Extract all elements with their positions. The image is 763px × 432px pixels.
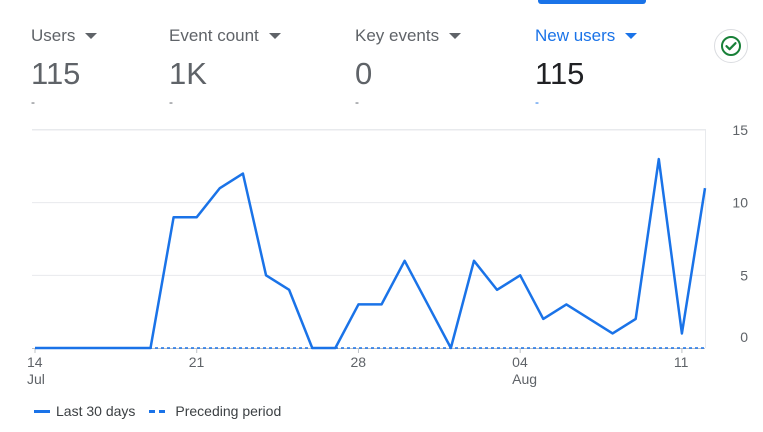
x-tick-sublabel: Aug (512, 371, 537, 387)
x-tick-label: 21 (189, 354, 205, 370)
metric-label: Key events (355, 26, 440, 45)
metric-value: 1K (169, 56, 207, 91)
y-tick-label: 15 (732, 122, 748, 138)
legend-label-current: Last 30 days (56, 403, 136, 419)
metric-delta: - (355, 95, 359, 109)
metric-label: New users (535, 26, 616, 45)
metric-delta: - (169, 95, 173, 109)
caret-down-icon[interactable] (268, 33, 281, 39)
metric-event-count-header[interactable]: Event count (169, 26, 281, 46)
chart-legend: Last 30 days Preceding period (34, 403, 295, 419)
y-tick-label: 10 (732, 195, 748, 211)
y-tick-label: 0 (740, 329, 748, 345)
check-circle-icon[interactable] (714, 29, 748, 63)
x-tick-label: 04 (512, 354, 528, 370)
caret-down-icon[interactable] (625, 33, 638, 39)
x-tick-label: 14 (27, 354, 43, 370)
metric-users[interactable]: Users 115 - (31, 26, 98, 109)
metric-value: 115 (535, 56, 585, 91)
metric-event-count[interactable]: Event count 1K - (169, 26, 281, 108)
series-line-current (35, 157, 707, 350)
caret-down-icon[interactable] (449, 33, 462, 39)
grid-layer (32, 129, 706, 349)
legend-label-previous: Preceding period (175, 403, 282, 419)
metric-label: Users (31, 26, 76, 45)
metric-value: 115 (31, 56, 81, 91)
legend-item-previous[interactable]: Preceding period (149, 403, 281, 419)
metric-value: 0 (355, 56, 373, 91)
metric-users-header[interactable]: Users (31, 26, 98, 46)
solid-line-swatch-icon (34, 409, 50, 413)
metric-key-events[interactable]: Key events 0 - (355, 26, 462, 109)
metric-delta: - (535, 95, 539, 109)
x-tick-label: 11 (674, 354, 689, 370)
caret-down-icon[interactable] (85, 33, 98, 39)
metric-new-users-header[interactable]: New users (535, 26, 638, 46)
x-tick-sublabel: Jul (27, 371, 45, 387)
y-tick-label: 5 (740, 267, 748, 283)
x-tick-label: 28 (350, 354, 366, 370)
metric-label: Event count (169, 26, 259, 45)
metric-key-events-header[interactable]: Key events (355, 26, 462, 46)
active-tab-indicator (538, 0, 646, 4)
series-layer (35, 157, 707, 350)
metric-new-users[interactable]: New users 115 - (535, 26, 638, 109)
legend-item-current[interactable]: Last 30 days (34, 403, 135, 419)
dashed-line-swatch-icon (149, 409, 170, 413)
metric-delta: - (31, 95, 35, 109)
